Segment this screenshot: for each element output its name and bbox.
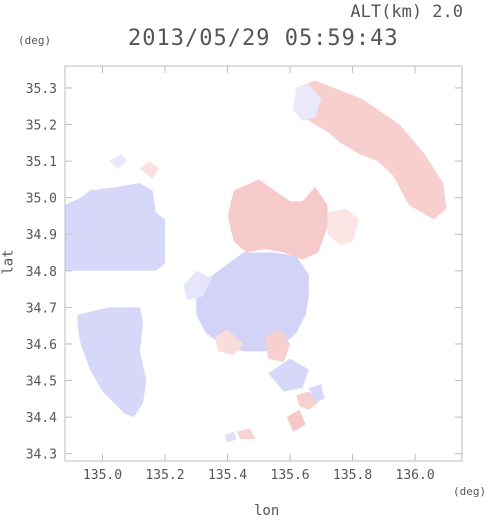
x-tick-label: 135.4	[208, 468, 247, 483]
y-axis-unit: (deg)	[18, 34, 52, 47]
velocity-region-away	[227, 179, 328, 260]
x-tick-label: 135.2	[145, 468, 184, 483]
velocity-region-toward	[268, 358, 309, 392]
velocity-region-away	[286, 409, 306, 432]
velocity-region-away	[236, 428, 256, 440]
velocity-region-toward	[293, 84, 322, 121]
y-tick-label: 34.7	[26, 301, 57, 316]
plot-frame	[64, 65, 463, 462]
altitude-label: ALT(km) 2.0	[350, 2, 463, 22]
x-tick-label: 135.6	[271, 468, 310, 483]
velocity-region-away	[265, 329, 291, 363]
x-axis-ticks: 135.0 135.2 135.4 135.6 135.8 136.0	[83, 66, 435, 483]
x-axis-unit: (deg)	[453, 485, 487, 498]
y-axis-ticks: 34.3 34.4 34.5 34.6 34.7 34.8 34.9 35.0 35.1 35.2…	[26, 82, 462, 463]
velocity-region-toward	[196, 252, 309, 352]
velocity-region-toward	[65, 183, 165, 271]
velocity-region-toward	[183, 270, 212, 301]
velocity-region-toward	[224, 431, 237, 443]
y-tick-label: 35.2	[26, 119, 57, 134]
x-tick-label: 136.0	[396, 468, 435, 483]
velocity-region-away	[296, 391, 319, 410]
timestamp-title: 2013/05/29 05:59:43	[128, 26, 399, 51]
velocity-region-away	[215, 329, 244, 355]
velocity-region-away	[296, 80, 447, 220]
y-tick-label: 34.3	[26, 448, 57, 463]
y-tick-label: 34.8	[26, 265, 57, 280]
y-tick-label: 35.1	[26, 155, 57, 170]
y-tick-label: 35.3	[26, 82, 57, 97]
velocity-regions	[65, 80, 447, 443]
y-tick-label: 34.6	[26, 338, 57, 353]
y-tick-label: 35.0	[26, 192, 57, 207]
x-tick-label: 135.8	[333, 468, 372, 483]
y-tick-label: 34.5	[26, 375, 57, 390]
velocity-region-toward	[108, 153, 128, 169]
x-axis-label: lon	[254, 503, 280, 519]
x-tick-label: 135.0	[83, 468, 122, 483]
y-tick-label: 34.4	[26, 411, 57, 426]
velocity-region-toward	[308, 384, 325, 403]
velocity-region-away	[140, 161, 159, 180]
velocity-region-away	[327, 208, 359, 246]
y-tick-label: 34.9	[26, 228, 57, 243]
velocity-region-toward	[77, 307, 147, 418]
